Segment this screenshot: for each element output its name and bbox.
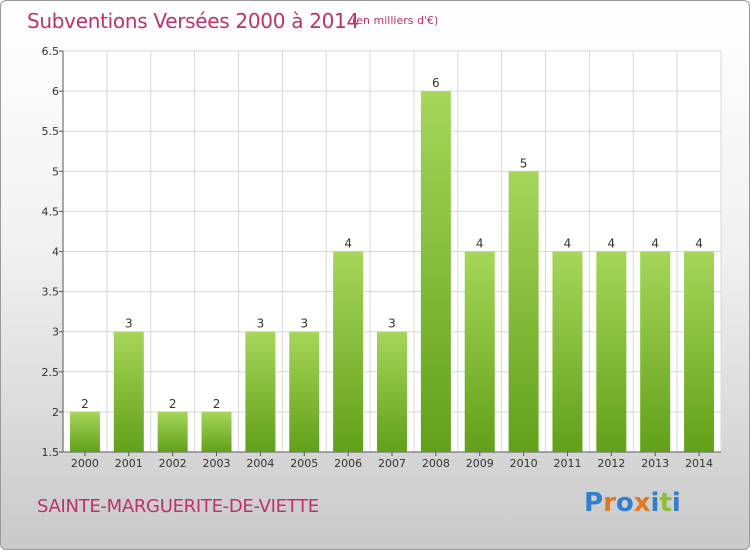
- logo-letter: P: [584, 488, 604, 518]
- bar: [245, 331, 276, 452]
- x-tick-label: 2014: [685, 457, 713, 470]
- bar-value-label: 4: [608, 237, 616, 251]
- bar-value-label: 2: [169, 397, 177, 411]
- y-tick-label: 3: [52, 326, 59, 339]
- y-tick-label: 1.5: [42, 446, 60, 459]
- bar-value-label: 4: [651, 237, 659, 251]
- y-tick-label: 2.5: [42, 366, 60, 379]
- y-tick-label: 4.5: [42, 205, 60, 218]
- bar-value-label: 2: [81, 397, 89, 411]
- x-tick-label: 2001: [115, 457, 143, 470]
- x-tick-label: 2005: [290, 457, 318, 470]
- x-tick-label: 2008: [422, 457, 450, 470]
- unit-note: (en milliers d'€): [352, 14, 439, 27]
- bar: [377, 331, 407, 452]
- bar-value-label: 3: [300, 317, 308, 331]
- x-tick-label: 2009: [466, 457, 494, 470]
- bar-value-label: 5: [520, 156, 528, 170]
- logo-letter: i: [650, 488, 660, 518]
- x-tick-label: 2011: [553, 457, 581, 470]
- x-tick-label: 2004: [246, 457, 274, 470]
- y-tick-label: 5.5: [42, 125, 60, 138]
- bar: [596, 251, 627, 452]
- bar: [69, 411, 100, 452]
- y-tick-label: 4: [52, 246, 59, 259]
- bar-value-label: 4: [476, 237, 484, 251]
- x-tick-label: 2010: [510, 457, 538, 470]
- bar-value-label: 3: [257, 317, 265, 331]
- bar: [464, 251, 495, 452]
- bar-value-label: 4: [695, 237, 703, 251]
- y-tick-label: 2: [52, 406, 59, 419]
- bar: [289, 331, 320, 452]
- bar: [113, 331, 144, 452]
- x-tick-label: 2007: [378, 457, 406, 470]
- logo-letter: x: [633, 488, 651, 518]
- x-tick-label: 2006: [334, 457, 362, 470]
- logo-letter: i: [671, 488, 681, 518]
- bar: [420, 91, 451, 452]
- logo-letter: o: [615, 488, 634, 518]
- bar: [157, 411, 188, 452]
- bar-value-label: 4: [344, 237, 352, 251]
- x-tick-label: 2002: [159, 457, 187, 470]
- x-tick-label: 2003: [203, 457, 231, 470]
- bar: [552, 251, 583, 452]
- bar: [333, 251, 364, 452]
- bar-value-label: 3: [125, 317, 133, 331]
- bar: [684, 251, 715, 452]
- logo-letter: t: [659, 488, 672, 518]
- x-tick-label: 2013: [641, 457, 669, 470]
- bar: [508, 171, 539, 453]
- y-tick-label: 3.5: [42, 286, 60, 299]
- y-tick-label: 5: [52, 165, 59, 178]
- bar-value-label: 2: [213, 397, 221, 411]
- bar-value-label: 4: [564, 237, 572, 251]
- x-tick-label: 2012: [597, 457, 625, 470]
- bar-value-label: 6: [432, 76, 440, 90]
- chart-title: Subventions Versées 2000 à 2014: [27, 9, 359, 33]
- commune-name: SAINTE-MARGUERITE-DE-VIETTE: [37, 496, 319, 517]
- x-tick-label: 2000: [71, 457, 99, 470]
- y-tick-label: 6: [52, 85, 59, 98]
- y-tick-label: 6.5: [42, 45, 60, 58]
- proxiti-logo: Proxiti: [584, 488, 681, 518]
- bar: [640, 251, 671, 452]
- bar-value-label: 3: [388, 317, 396, 331]
- logo-letter: r: [603, 488, 616, 518]
- bar: [201, 411, 232, 452]
